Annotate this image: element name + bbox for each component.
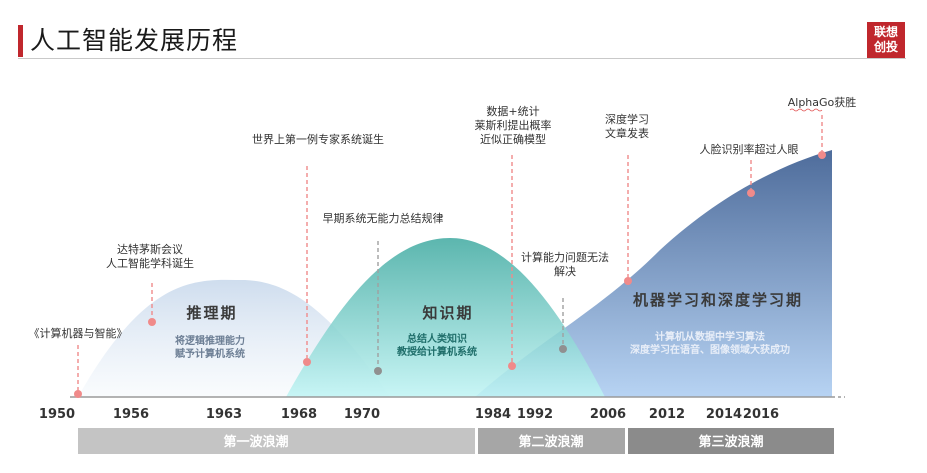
event-label-turing: 《计算机器与智能》 xyxy=(29,326,128,340)
event-dot xyxy=(559,345,567,353)
year-label: 2006 xyxy=(590,407,626,422)
first-wave-label: 第一波浪潮 xyxy=(223,434,288,450)
title-accent-bar xyxy=(18,25,23,57)
event-label-deep-learning: 深度学习文章发表 xyxy=(605,112,649,140)
year-label: 2012 xyxy=(649,407,685,422)
event-label-face-recognition: 人脸识别率超过人眼 xyxy=(700,142,799,156)
event-label-pac: 数据+统计莱斯利提出概率近似正确模型 xyxy=(475,104,552,146)
event-label-compute-limit: 计算能力问题无法解决 xyxy=(521,250,609,278)
year-label: 1956 xyxy=(113,407,149,422)
spellcheck-underline xyxy=(789,108,823,112)
knowledge-period-curve xyxy=(286,238,605,397)
year-labels: 1950 1956 1963 1968 1970 1984 1992 2006 … xyxy=(39,407,779,422)
knowledge-period-desc: 总结人类知识教授给计算机系统 xyxy=(396,332,477,358)
year-label: 1963 xyxy=(206,407,242,422)
year-label: 1984 xyxy=(475,407,511,422)
event-label-alphago: AlphaGo获胜 xyxy=(788,95,857,109)
event-label-early-limits: 早期系统无能力总结规律 xyxy=(323,211,444,225)
event-dot xyxy=(818,151,826,159)
event-dot xyxy=(74,390,82,398)
learning-period-name: 机器学习和深度学习期 xyxy=(633,291,803,309)
learning-period-desc: 计算机从数据中学习算法深度学习在语音、图像领域大获成功 xyxy=(630,330,790,356)
year-label: 2014 xyxy=(706,407,742,422)
third-wave-label: 第三波浪潮 xyxy=(698,434,763,450)
event-label-expert-system: 世界上第一例专家系统诞生 xyxy=(252,132,384,146)
ai-history-diagram: 《计算机器与智能》 达特茅斯会议人工智能学科诞生 世界上第一例专家系统诞生 早期… xyxy=(29,95,857,454)
year-label: 1992 xyxy=(517,407,553,422)
reasoning-period-desc: 将逻辑推理能力赋予计算机系统 xyxy=(175,334,245,360)
knowledge-period-name: 知识期 xyxy=(422,304,473,322)
event-dot xyxy=(624,277,632,285)
year-label: 1970 xyxy=(344,407,380,422)
header: 人工智能发展历程 xyxy=(0,0,927,60)
event-dot xyxy=(747,189,755,197)
event-dots xyxy=(74,151,826,398)
year-label: 2016 xyxy=(743,407,779,422)
year-label: 1950 xyxy=(39,407,75,422)
page-title: 人工智能发展历程 xyxy=(30,26,239,55)
event-dot xyxy=(303,358,311,366)
logo-line-2: 创投 xyxy=(873,40,898,54)
third-wave-bar xyxy=(628,428,834,454)
event-dot xyxy=(374,367,382,375)
event-markers xyxy=(77,115,823,392)
first-wave-bar xyxy=(78,428,475,454)
event-label-dartmouth: 达特茅斯会议人工智能学科诞生 xyxy=(106,242,194,270)
reasoning-period-name: 推理期 xyxy=(186,304,237,322)
second-wave-label: 第二波浪潮 xyxy=(518,434,583,450)
year-label: 1968 xyxy=(281,407,317,422)
event-dot xyxy=(508,362,516,370)
second-wave-bar xyxy=(478,428,625,454)
event-dot xyxy=(148,318,156,326)
header-divider xyxy=(18,58,906,59)
brand-logo: 联想 创投 xyxy=(867,22,905,58)
logo-line-1: 联想 xyxy=(873,25,898,39)
